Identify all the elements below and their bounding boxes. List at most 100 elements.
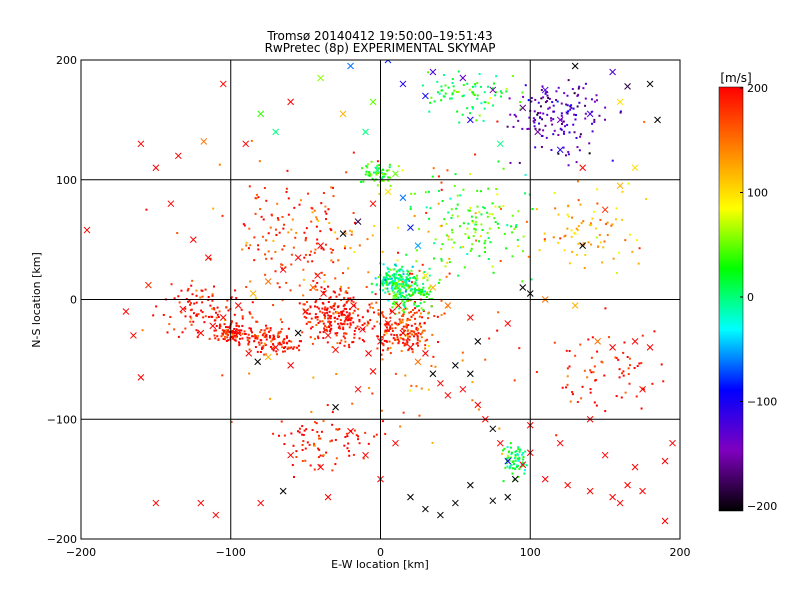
data-point-dot [293,346,296,349]
data-point-dot [191,293,194,296]
grid-lines [81,60,680,539]
data-point-dot [409,285,412,288]
data-point-dot [227,333,230,336]
data-point-dot [248,311,251,314]
data-point-dot [226,329,229,332]
data-point-dot [241,248,244,251]
data-point-dot [474,83,477,86]
data-point-dot [375,433,378,436]
data-point-dot [285,281,288,284]
data-point-dot [326,330,329,333]
data-point-dot [504,466,507,469]
data-point-dot [319,454,322,457]
data-point-dot [467,235,470,238]
data-point-dot [319,437,322,440]
data-point-dot [491,202,494,205]
data-point-dot [226,330,229,333]
data-point-dot [590,98,593,101]
data-point-dot [266,327,269,330]
data-point-dot [271,347,274,350]
data-point-dot [575,136,578,139]
data-point-dot [427,317,430,320]
data-point-dot [380,171,383,174]
data-point-dot [399,322,402,325]
data-point-dot [309,464,312,467]
data-point-dot [256,320,259,323]
data-point-x [541,475,549,483]
data-point-dot [399,278,402,281]
data-point-dot [428,274,431,277]
data-point-x [374,166,381,174]
data-point-x [344,314,351,321]
data-point-dot [497,311,500,314]
data-point-dot [405,288,408,291]
data-point-dot [286,169,289,172]
data-point-dot [256,350,259,353]
data-point-dot [396,259,399,262]
data-point-dot [370,282,373,285]
data-point-dot [615,395,618,398]
data-point-dot [397,280,400,283]
data-point-dot [189,302,192,305]
data-point-dot [334,231,337,234]
data-point-dot [260,329,263,332]
data-point-x [519,461,527,469]
data-point-dot [429,101,432,104]
data-point-dot [231,336,234,339]
data-point-dot [270,340,273,343]
data-point-dot [212,307,215,310]
data-point-x [624,481,631,489]
data-point-dot [386,169,389,172]
data-point-dot [587,241,590,244]
data-point-dot [390,281,393,284]
data-point-dot [324,314,327,317]
data-point-dot [497,226,500,229]
data-point-dot [393,282,396,285]
data-point-dot [406,269,409,272]
data-point-x [639,487,646,495]
data-point-dot [285,336,288,339]
data-point-dot [388,275,391,278]
data-point-dot [244,332,247,335]
data-point-dot [381,282,384,285]
data-point-x [616,499,624,507]
data-point-dot [421,316,424,319]
data-point-dot [320,430,323,433]
data-point-dot [386,328,389,331]
data-point-x [496,439,504,447]
data-point-dot [401,309,404,312]
data-point-dot [368,386,371,389]
data-point-dot [399,337,402,340]
data-point-dot [332,261,335,264]
data-point-dot [231,331,234,334]
data-point-dot [261,334,264,337]
data-point-dot [570,235,573,238]
data-point-dot [495,91,498,94]
data-point-dot [525,220,528,223]
data-point-dot [478,73,481,76]
data-point-dot [323,317,326,320]
data-point-dot [185,297,188,300]
data-point-dot [234,331,237,334]
data-point-dot [458,225,461,228]
data-point-dot [468,209,471,212]
data-point-dot [385,322,388,325]
data-point-dot [381,175,384,178]
data-point-dot [395,301,398,304]
data-point-dot [514,450,517,453]
data-point-dot [249,280,252,283]
data-point-dot [410,384,413,387]
data-point-dot [315,422,318,425]
data-point-dot [347,343,350,346]
data-point-dot [218,163,221,166]
data-point-dot [281,215,284,218]
data-point-dot [263,332,266,335]
data-point-dot [389,326,392,329]
data-point-dot [518,468,521,471]
data-point-dot [317,437,320,440]
data-point-dot [494,221,497,224]
data-point-dot [576,229,579,232]
data-point-x [466,314,474,321]
data-point-dot [389,184,392,187]
